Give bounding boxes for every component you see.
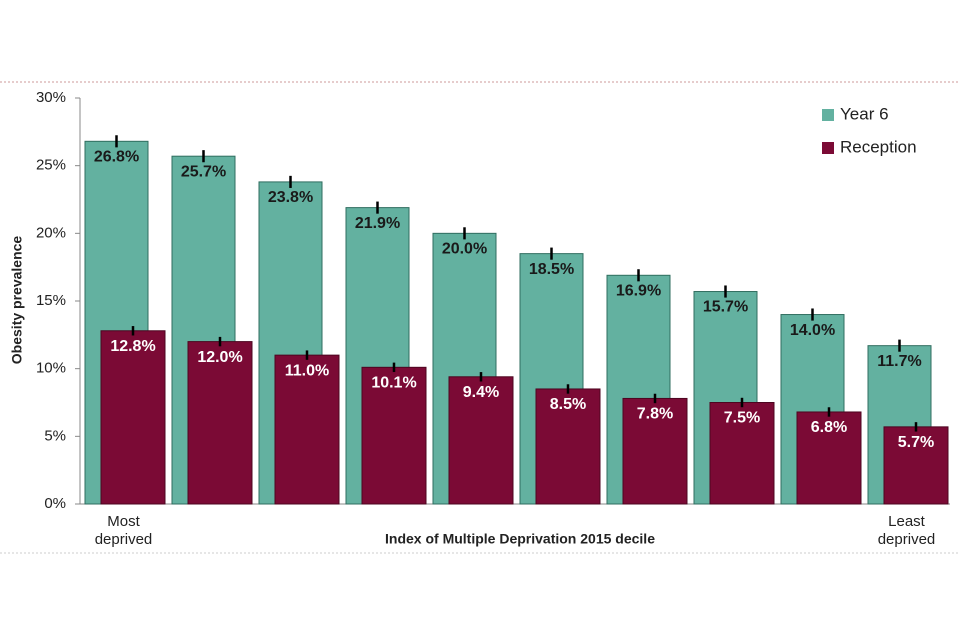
value-label: 8.5% (550, 396, 586, 413)
y-tick-label: 25% (36, 157, 66, 174)
bar (448, 376, 514, 505)
value-label: 11.0% (285, 362, 329, 379)
value-label: 14.0% (790, 322, 835, 339)
bar (622, 397, 688, 505)
value-label: 9.4% (463, 384, 499, 401)
x-tick-label: Least deprived (878, 513, 936, 548)
value-label: 6.8% (811, 419, 847, 436)
y-tick-label: 20% (36, 224, 66, 241)
value-label: 18.5% (529, 261, 574, 278)
y-tick-label: 10% (36, 360, 66, 377)
bar (883, 426, 949, 505)
y-tick-label: 5% (44, 427, 66, 444)
value-label: 15.7% (703, 299, 748, 316)
value-label: 7.5% (724, 410, 760, 427)
bar (100, 330, 166, 505)
bar (796, 411, 862, 505)
bar (709, 402, 775, 505)
x-tick-label: Most deprived (95, 513, 153, 548)
value-label: 25.7% (181, 163, 226, 180)
value-label: 12.8% (110, 338, 155, 355)
value-label: 23.8% (268, 189, 313, 206)
y-tick-label: 15% (36, 292, 66, 309)
bar (535, 388, 601, 505)
y-tick-label: 0% (44, 495, 66, 512)
value-label: 12.0% (197, 349, 242, 366)
value-label: 16.9% (616, 283, 661, 300)
value-label: 26.8% (94, 149, 139, 166)
legend-label: Reception (840, 137, 917, 156)
x-axis-label: Index of Multiple Deprivation 2015 decil… (385, 531, 655, 547)
value-label: 7.8% (637, 406, 673, 423)
value-label: 20.0% (442, 241, 487, 258)
y-axis-label: Obesity prevalence (9, 236, 25, 365)
legend-label: Year 6 (840, 104, 889, 123)
value-label: 5.7% (898, 434, 934, 451)
bar (187, 341, 253, 505)
value-label: 11.7% (877, 353, 921, 370)
y-tick-label: 30% (36, 89, 66, 106)
value-label: 10.1% (371, 375, 416, 392)
legend-swatch (822, 142, 834, 154)
value-label: 21.9% (355, 215, 400, 232)
legend-swatch (822, 109, 834, 121)
bar (361, 366, 427, 505)
